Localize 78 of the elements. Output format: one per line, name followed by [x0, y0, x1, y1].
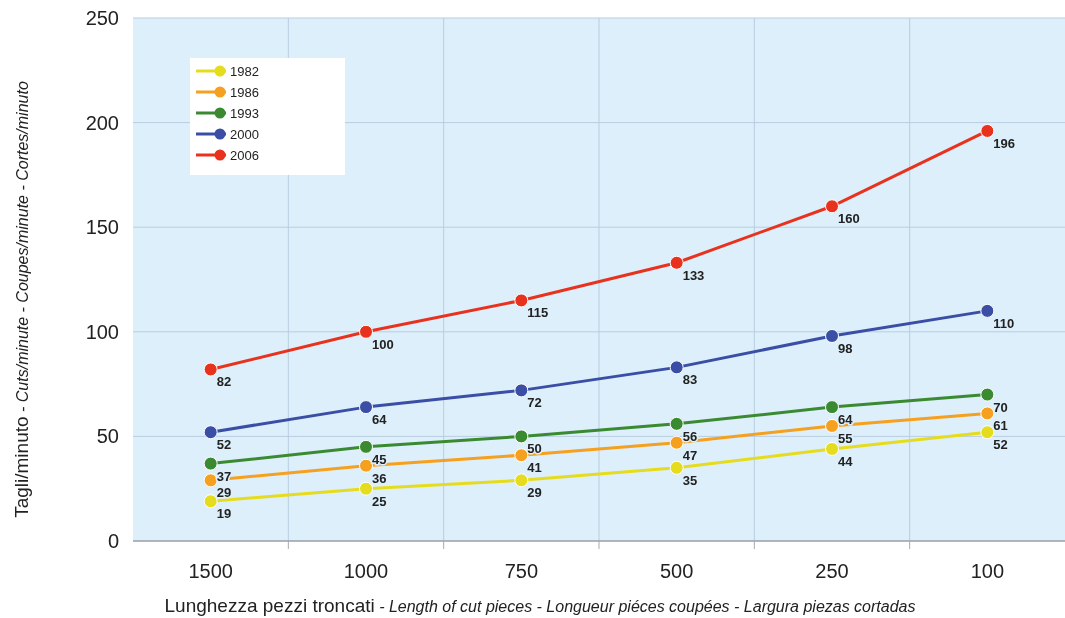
legend-label: 2006 — [230, 147, 259, 163]
data-label: 19 — [216, 506, 232, 522]
legend-label: 1982 — [230, 63, 259, 79]
x-tick-label: 1000 — [343, 560, 389, 582]
point — [514, 429, 529, 444]
point — [203, 456, 218, 471]
data-label: 72 — [527, 395, 542, 411]
y-tick-label: 100 — [85, 320, 119, 343]
point — [514, 473, 529, 488]
y-tick-label: 200 — [85, 111, 119, 134]
data-label: 98 — [838, 340, 853, 356]
y-axis-title: Tagli/minuto - Cuts/minute - Coupes/minute - Cortes/minuto — [11, 81, 32, 518]
x-tick-label: 750 — [504, 560, 539, 582]
legend-label: 1986 — [230, 84, 259, 100]
data-label: 44 — [838, 453, 854, 469]
legend-label: 1993 — [230, 105, 259, 121]
data-label: 110 — [993, 315, 1015, 331]
point — [514, 448, 529, 463]
data-label: 29 — [216, 485, 232, 501]
x-tick-label: 500 — [659, 560, 694, 582]
x-tick-label: 1500 — [188, 560, 233, 582]
data-label: 64 — [838, 412, 854, 428]
y-tick-label: 0 — [107, 530, 119, 552]
point — [203, 494, 218, 509]
data-label: 35 — [682, 472, 698, 488]
data-label: 70 — [993, 399, 1008, 415]
data-label: 55 — [838, 430, 853, 446]
point — [359, 439, 373, 454]
point — [514, 383, 529, 398]
y-tick-label: 150 — [85, 216, 119, 239]
data-label: 25 — [372, 493, 387, 509]
point — [825, 400, 839, 415]
data-label: 45 — [372, 451, 387, 467]
point — [203, 425, 218, 440]
point — [359, 400, 373, 415]
data-label: 47 — [682, 447, 698, 463]
point — [203, 362, 218, 377]
point — [825, 328, 839, 343]
point — [359, 481, 373, 496]
point — [359, 458, 373, 473]
point — [980, 425, 995, 440]
data-label: 64 — [372, 412, 388, 428]
point — [669, 360, 684, 375]
data-label: 61 — [993, 418, 1008, 434]
y-tick-label: 250 — [85, 7, 119, 29]
data-label: 82 — [216, 374, 232, 390]
point — [669, 255, 684, 270]
y-tick-label: 50 — [96, 425, 119, 448]
point — [825, 418, 839, 433]
data-label: 29 — [527, 485, 542, 501]
data-label: 100 — [372, 336, 394, 352]
data-label: 196 — [993, 135, 1016, 151]
x-axis-title: Lunghezza pezzi troncati - Length of cut pieces - Longueur piéces coupées - Largura piezas cortadas — [164, 595, 916, 616]
data-label: 52 — [216, 437, 232, 453]
point — [980, 387, 995, 402]
data-label: 50 — [527, 441, 542, 457]
legend-label: 2000 — [230, 126, 259, 142]
point — [514, 293, 529, 308]
point — [980, 123, 995, 138]
data-label: 160 — [838, 211, 860, 227]
point — [359, 324, 373, 339]
point — [669, 460, 684, 475]
point — [980, 303, 995, 318]
data-label: 83 — [682, 372, 698, 388]
point — [980, 406, 995, 421]
x-tick-label: 250 — [815, 560, 849, 582]
data-label: 36 — [372, 470, 387, 486]
point — [825, 441, 839, 456]
data-label: 133 — [682, 267, 705, 283]
point — [669, 435, 684, 450]
data-label: 56 — [682, 428, 698, 444]
data-label: 41 — [527, 460, 542, 476]
data-label: 115 — [527, 305, 549, 321]
data-label: 52 — [993, 437, 1008, 453]
point — [669, 416, 684, 431]
point — [825, 199, 839, 214]
point — [203, 473, 218, 488]
x-tick-label: 100 — [970, 560, 1005, 582]
